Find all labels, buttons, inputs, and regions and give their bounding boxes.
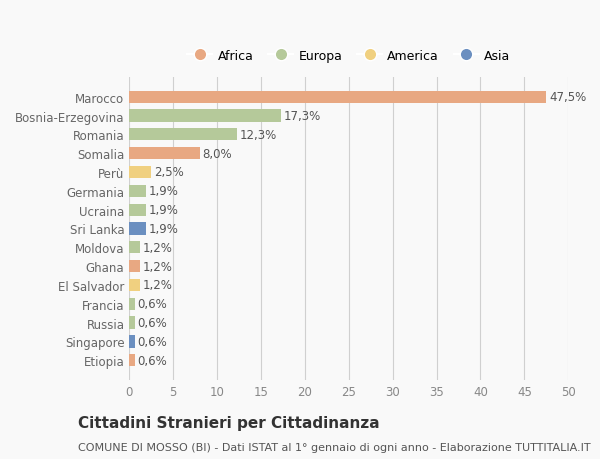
Bar [130,148,200,160]
Bar [130,354,134,367]
Bar [130,241,140,254]
Bar [130,336,134,348]
Text: 0,6%: 0,6% [137,297,167,311]
Text: 1,9%: 1,9% [149,223,179,235]
Text: 17,3%: 17,3% [284,110,321,123]
Text: 12,3%: 12,3% [240,129,277,141]
Text: 0,6%: 0,6% [137,335,167,348]
Text: 0,6%: 0,6% [137,316,167,330]
Bar [130,110,281,123]
Bar [130,91,546,104]
Text: 1,2%: 1,2% [143,241,172,254]
Bar [130,279,140,291]
Legend: Africa, Europa, America, Asia: Africa, Europa, America, Asia [182,45,515,67]
Text: 1,2%: 1,2% [143,279,172,292]
Text: Cittadini Stranieri per Cittadinanza: Cittadini Stranieri per Cittadinanza [78,415,380,430]
Bar [130,185,146,197]
Bar [130,223,146,235]
Text: 2,5%: 2,5% [154,166,184,179]
Bar [130,204,146,216]
Bar [130,129,238,141]
Bar [130,317,134,329]
Text: 1,9%: 1,9% [149,204,179,217]
Bar [130,167,151,179]
Bar [130,298,134,310]
Text: 1,9%: 1,9% [149,185,179,198]
Text: 1,2%: 1,2% [143,260,172,273]
Text: 47,5%: 47,5% [549,91,586,104]
Text: COMUNE DI MOSSO (BI) - Dati ISTAT al 1° gennaio di ogni anno - Elaborazione TUTT: COMUNE DI MOSSO (BI) - Dati ISTAT al 1° … [78,442,590,452]
Text: 8,0%: 8,0% [202,147,232,160]
Text: 0,6%: 0,6% [137,354,167,367]
Bar [130,260,140,273]
